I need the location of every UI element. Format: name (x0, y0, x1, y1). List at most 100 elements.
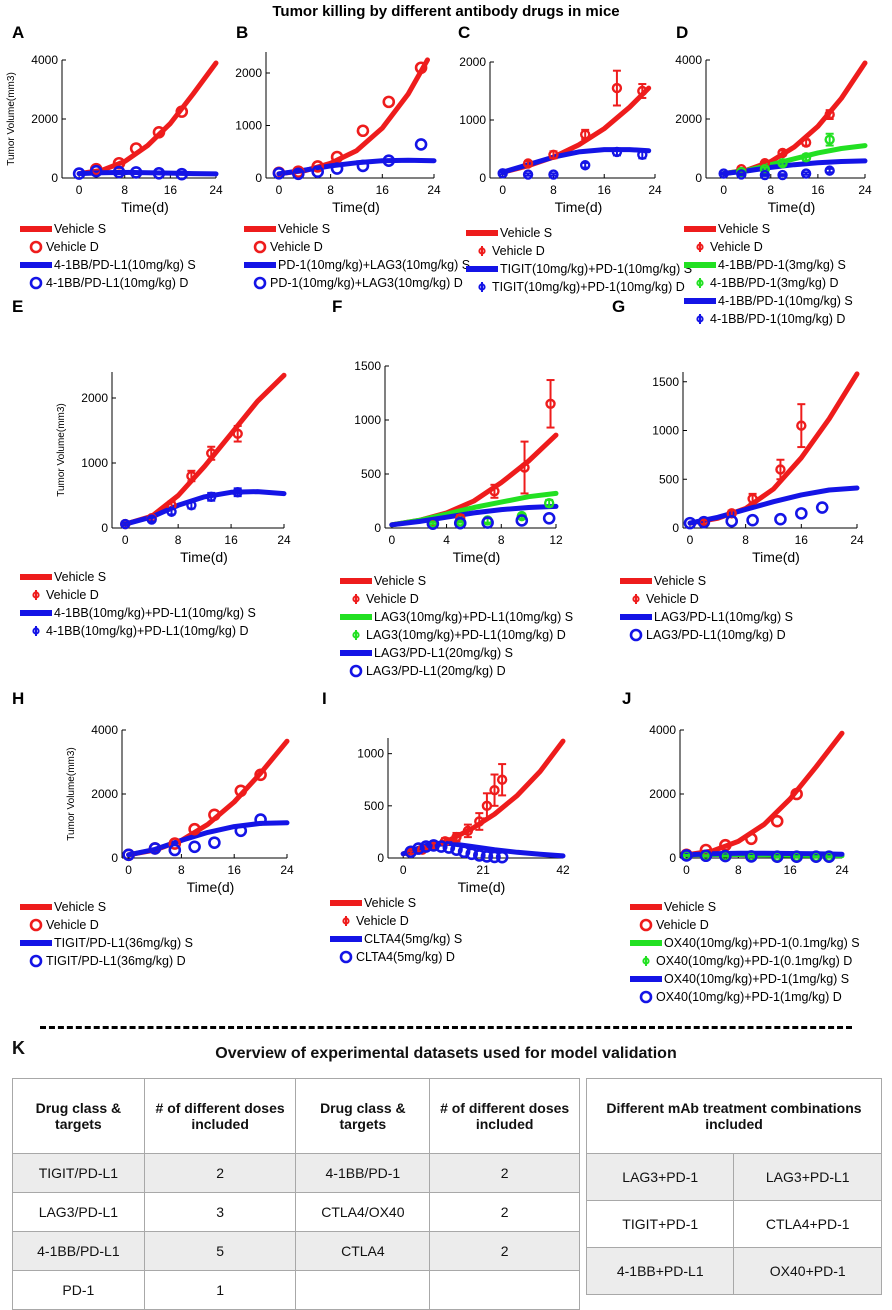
combo-cell: CTLA4+PD-1 (733, 1200, 882, 1248)
data-point (426, 517, 440, 530)
series-blue-circle (122, 813, 267, 862)
data-point (272, 166, 286, 180)
legend-swatch-point (696, 243, 704, 251)
data-point (414, 61, 428, 75)
x-tick-label: 0 (720, 183, 727, 197)
data-point (611, 146, 623, 158)
legend-swatch-point (478, 283, 486, 291)
legend-label: Vehicle S (54, 222, 106, 236)
x-tick-label: 8 (767, 183, 774, 197)
figure-panels: Tumor killing by different antibody drug… (6, 3, 872, 1004)
data-point (579, 160, 591, 171)
legend-swatch-line (684, 298, 716, 304)
x-axis-label: Time(d) (332, 199, 380, 215)
legend-item: 4-1BB/PD-1(10mg/kg) D (696, 312, 845, 326)
data-point (414, 138, 428, 151)
legend: Vehicle S Vehicle D TIGIT(10mg/kg)+PD-1(10… (466, 226, 692, 294)
legend-item: 4-1BB(10mg/kg)+PD-L1(10mg/kg) S (20, 606, 256, 620)
data-point (522, 158, 534, 169)
data-point (488, 850, 501, 864)
data-point (611, 82, 623, 94)
y-tick-label: 4000 (675, 53, 702, 67)
series-vehicle-errorbar (736, 109, 835, 175)
data-point (770, 814, 784, 828)
data-point (775, 464, 786, 475)
legend-swatch-circle (29, 918, 43, 932)
legend-item: TIGIT(10mg/kg)+PD-1(10mg/kg) D (478, 280, 685, 294)
chart-panel-j: J 0 8 16 24 0 2000 4000 Vehicle S Vehicle D OX40(1… (622, 689, 860, 1004)
legend-swatch-circle (349, 664, 363, 678)
data-point (543, 497, 555, 509)
data-point (699, 849, 713, 863)
table-cell: CTLA4 (295, 1231, 431, 1271)
data-point (759, 169, 771, 181)
data-point (450, 843, 463, 856)
legend-label: Vehicle D (46, 588, 99, 602)
legend-item: LAG3(10mg/kg)+PD-L1(10mg/kg) S (340, 610, 573, 624)
legend-swatch-circle (639, 918, 653, 932)
x-axis-label: Time(d) (768, 199, 816, 215)
legend-swatch-point (32, 591, 40, 599)
figure-title: Tumor killing by different antibody drug… (272, 3, 619, 20)
legend-swatch-line (340, 650, 372, 656)
legend-swatch-line (330, 900, 362, 906)
header-doses-2: # of different doses included (429, 1078, 580, 1154)
y-tick-label: 0 (255, 171, 262, 185)
legend: Vehicle S Vehicle D PD-1(10mg/kg)+LAG3(10m… (244, 222, 470, 290)
combo-cell: OX40+PD-1 (733, 1247, 882, 1295)
data-point (168, 837, 182, 850)
legend-item: OX40(10mg/kg)+PD-1(1mg/kg) S (630, 972, 849, 986)
combo-cell: LAG3+PD-1 (585, 1153, 735, 1201)
data-point (208, 836, 221, 849)
panel-label: E (12, 297, 23, 316)
legend-item: Vehicle D (29, 918, 99, 932)
data-point (206, 448, 217, 459)
table-cell: 2 (429, 1153, 580, 1193)
data-point (292, 167, 305, 181)
data-point (719, 849, 732, 863)
x-tick-label: 16 (783, 863, 797, 877)
y-tick-label: 1000 (235, 119, 262, 133)
legend-swatch-point (32, 627, 40, 635)
table-title: Overview of experimental datasets used f… (215, 1045, 677, 1062)
data-point (747, 493, 758, 504)
y-tick-label: 0 (374, 521, 381, 535)
legend-label: Vehicle D (270, 240, 323, 254)
x-tick-label: 8 (327, 183, 334, 197)
legend-label: PD-1(10mg/kg)+LAG3(10mg/kg) D (270, 276, 463, 290)
data-point (129, 142, 143, 155)
data-point (800, 152, 812, 163)
y-tick-label: 2000 (235, 66, 262, 80)
y-tick-label: 1000 (459, 113, 486, 127)
data-point (548, 149, 559, 161)
data-point (412, 842, 425, 855)
data-point (152, 125, 166, 139)
series-blue-curve (276, 157, 437, 177)
data-point (519, 462, 530, 473)
data-point (356, 159, 370, 173)
x-tick-label: 24 (648, 183, 662, 197)
legend: Vehicle S Vehicle D 4-1BB(10mg/kg)+PD-L1(1… (20, 570, 256, 638)
legend-swatch-point (696, 315, 704, 323)
legend-item: LAG3(10mg/kg)+PD-L1(10mg/kg) D (352, 628, 566, 642)
data-point (774, 512, 787, 526)
y-tick-label: 1000 (81, 456, 108, 470)
legend-item: OX40(10mg/kg)+PD-1(0.1mg/kg) D (642, 954, 852, 968)
combo-cell: 4-1BB+PD-L1 (585, 1247, 735, 1295)
data-point (112, 165, 126, 179)
series-vehicle-circle (122, 768, 267, 862)
table-cell (429, 1270, 580, 1310)
legend-label: Vehicle S (664, 900, 716, 914)
data-point (473, 849, 486, 862)
x-tick-label: 8 (742, 533, 749, 547)
data-point (795, 507, 808, 520)
y-tick-label: 4000 (649, 723, 676, 737)
chart-panel-a: A 0 8 16 24 0 2000 4000 Time(d) Tumor Volume(mm3)… (6, 23, 223, 290)
legend-label: LAG3/PD-L1(20mg/kg) S (374, 646, 513, 660)
table-row: LAG3/PD-L1 3 CTLA4/OX40 2 (12, 1192, 580, 1232)
x-tick-label: 8 (121, 183, 128, 197)
table-cell: TIGIT/PD-L1 (12, 1153, 145, 1193)
legend-label: Vehicle S (54, 900, 106, 914)
data-point (474, 816, 485, 827)
